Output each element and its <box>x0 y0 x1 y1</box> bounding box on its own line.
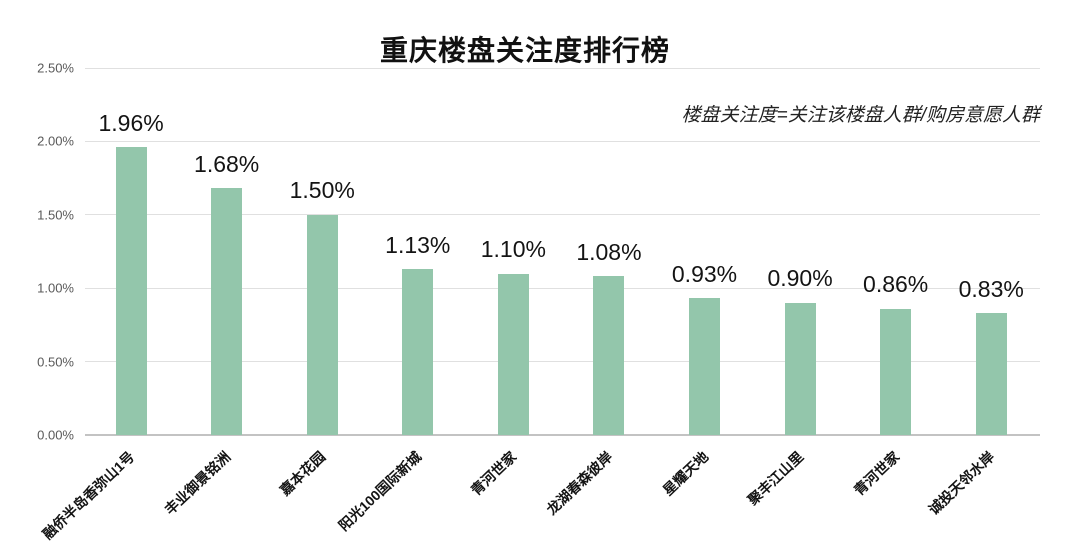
bar-value-label: 1.08% <box>576 238 642 265</box>
bar-value-label: 1.68% <box>194 150 260 177</box>
bar <box>402 269 434 435</box>
y-axis-tick-label: 1.50% <box>37 207 74 223</box>
bar-value-label: 0.83% <box>958 275 1024 302</box>
bar-value-label: 1.96% <box>98 109 164 136</box>
bar <box>593 276 625 435</box>
bar-value-label: 1.10% <box>480 236 546 263</box>
bar <box>497 273 529 435</box>
x-axis-line <box>85 434 1040 436</box>
chart-annotation: 楼盘关注度=关注该楼盘人群/购房意愿人群 <box>681 105 1040 126</box>
bar-value-label: 1.50% <box>289 177 355 204</box>
bar-value-label: 0.90% <box>767 265 833 292</box>
bar-value-label: 0.93% <box>671 260 738 287</box>
gridline <box>85 214 1040 216</box>
bar <box>306 214 338 435</box>
y-axis-tick-label: 1.00% <box>37 280 74 296</box>
bar <box>880 308 912 435</box>
gridline <box>85 287 1040 289</box>
gridline <box>85 361 1040 363</box>
bar-value-label: 0.86% <box>863 271 929 298</box>
bar <box>975 313 1007 435</box>
bar <box>689 298 720 435</box>
bar <box>784 302 816 435</box>
y-axis-tick-label: 0.00% <box>37 427 74 443</box>
y-axis-tick-label: 0.50% <box>37 354 74 370</box>
bar <box>115 147 147 435</box>
gridline <box>85 140 1040 142</box>
y-axis-tick-label: 2.00% <box>37 133 74 149</box>
y-axis-tick-label: 2.50% <box>37 60 74 76</box>
bar-value-label: 1.13% <box>385 231 451 258</box>
x-axis-label: 融侨半岛香弥山1号 <box>39 448 138 543</box>
gridline <box>85 67 1040 69</box>
chart-title: 重庆楼盘关注度排行榜 <box>379 35 670 66</box>
bar <box>211 188 243 435</box>
